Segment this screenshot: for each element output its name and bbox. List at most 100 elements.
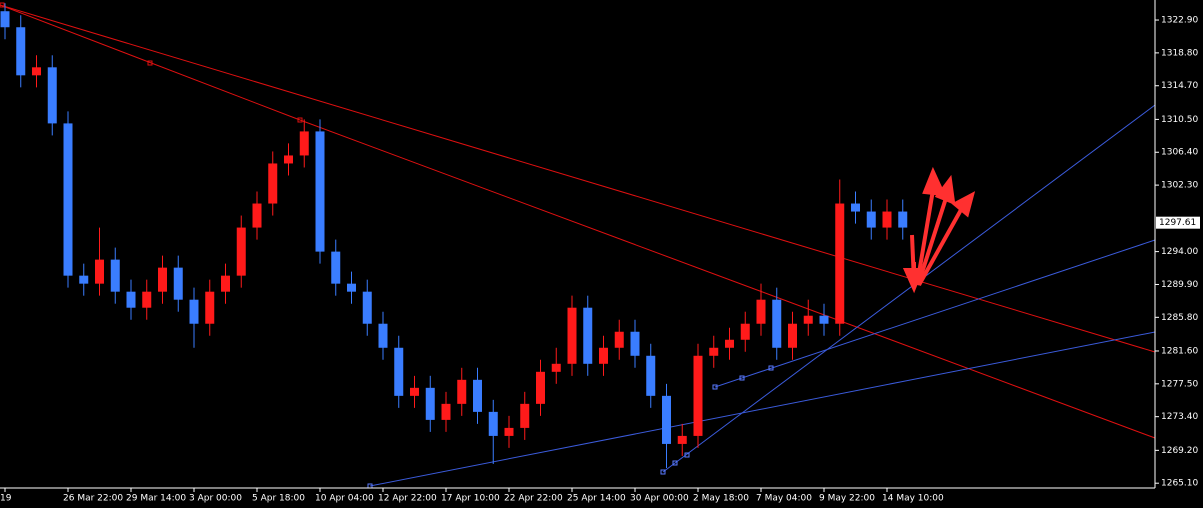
candle-body <box>551 363 561 372</box>
x-tick-label: 29 Mar 14:00 <box>126 494 186 504</box>
x-tick-label: 30 Apr 00:00 <box>630 494 689 504</box>
candle-body <box>788 323 797 348</box>
x-tick-label: 14 May 10:00 <box>882 494 944 504</box>
anchor <box>660 469 666 475</box>
arrow <box>917 207 964 286</box>
candle-body <box>362 291 372 324</box>
candle-body <box>567 307 577 364</box>
candle-body <box>662 395 671 444</box>
candle-body <box>851 203 860 212</box>
trend-lines <box>0 2 1156 489</box>
anchor <box>684 452 690 458</box>
candle-body <box>898 211 908 228</box>
candle-body <box>32 67 41 76</box>
y-tick-label: 1265.10 <box>1161 479 1198 489</box>
x-tick-label: 10 Apr 04:00 <box>315 494 374 504</box>
x-tick-label: 22 Apr 22:00 <box>504 494 563 504</box>
candle-body <box>835 203 845 324</box>
y-tick-label: 1314.70 <box>1161 81 1198 91</box>
candle-body <box>693 355 703 436</box>
candle-body <box>882 211 892 228</box>
x-tick-label: 26 Mar 22:00 <box>63 494 123 504</box>
blue-trendline <box>662 104 1156 473</box>
y-tick-label: 1294.00 <box>1161 247 1198 257</box>
candle-body <box>599 347 608 364</box>
candle-body <box>16 27 26 76</box>
candle-body <box>0 11 10 28</box>
arrows <box>902 166 976 294</box>
y-tick-label: 1318.80 <box>1161 48 1198 58</box>
blue-trendline <box>369 331 1156 487</box>
anchor <box>147 60 153 66</box>
candle-body <box>803 315 813 324</box>
axes: 1322.90 1318.80 1314.70 1310.50 1306.40 1302.… <box>0 16 1200 504</box>
candle-body <box>268 163 278 204</box>
x-tick-label: 9 May 22:00 <box>819 494 875 504</box>
current-price-box <box>1156 216 1200 229</box>
candle-body <box>646 355 656 396</box>
red-trendline <box>0 4 301 121</box>
candle-body <box>536 371 545 404</box>
candle-body <box>189 299 199 324</box>
candle-body <box>425 387 435 420</box>
candle-body <box>457 379 467 404</box>
candle-body <box>173 267 183 300</box>
candle-body <box>756 299 766 324</box>
x-tick-label: 12 Apr 22:00 <box>378 494 437 504</box>
anchor <box>768 365 774 371</box>
candle-body <box>725 339 734 348</box>
arrow-head <box>922 166 947 197</box>
candle-body <box>158 267 167 292</box>
candle-body <box>520 403 530 428</box>
candle-body <box>252 203 262 228</box>
candles <box>0 3 908 468</box>
candle-body <box>126 291 136 308</box>
candle-body <box>47 67 57 124</box>
red-trendline <box>0 4 1156 353</box>
anchor <box>297 117 303 123</box>
arrow-head <box>951 191 976 218</box>
anchor <box>712 384 718 390</box>
anchor <box>0 2 5 8</box>
y-tick-label: 1269.20 <box>1161 446 1198 456</box>
current-price-label: 1297.61 <box>1159 218 1196 228</box>
candle-body <box>63 123 73 276</box>
x-tick-label: 2 May 18:00 <box>693 494 749 504</box>
x-tick-label: 25 Apr 14:00 <box>567 494 626 504</box>
candle-body <box>677 435 687 444</box>
y-tick-label: 1310.50 <box>1161 115 1198 125</box>
x-tick-label: 19 <box>0 494 12 504</box>
candle-body <box>583 307 593 364</box>
candle-body <box>110 259 120 292</box>
candle-body <box>236 227 246 276</box>
y-tick-label: 1281.60 <box>1161 346 1198 356</box>
candle-body <box>142 291 152 308</box>
x-tick-label: 7 May 04:00 <box>756 494 812 504</box>
y-tick-label: 1285.80 <box>1161 313 1198 323</box>
candle-body <box>221 275 230 292</box>
x-tick-label: 17 Apr 10:00 <box>441 494 500 504</box>
candle-body <box>473 379 482 412</box>
candle-body <box>630 331 640 356</box>
candle-body <box>347 283 356 292</box>
x-tick-label: 5 Apr 18:00 <box>252 494 305 504</box>
red-trendline <box>299 119 1156 439</box>
candle-body <box>79 275 89 284</box>
candle-body <box>614 331 624 348</box>
candle-body <box>740 323 750 340</box>
anchor <box>672 460 678 466</box>
y-tick-label: 1322.90 <box>1161 16 1198 26</box>
y-tick-label: 1302.30 <box>1161 181 1198 191</box>
candle-body <box>709 347 719 356</box>
candle-body <box>504 427 514 436</box>
candle-body <box>772 299 782 348</box>
anchor <box>739 375 745 381</box>
candle-body <box>299 131 309 156</box>
anchors <box>367 365 774 489</box>
y-tick-label: 1306.40 <box>1161 148 1198 158</box>
arrow-head <box>902 268 924 294</box>
candle-body <box>284 155 293 164</box>
candle-body <box>331 251 341 284</box>
